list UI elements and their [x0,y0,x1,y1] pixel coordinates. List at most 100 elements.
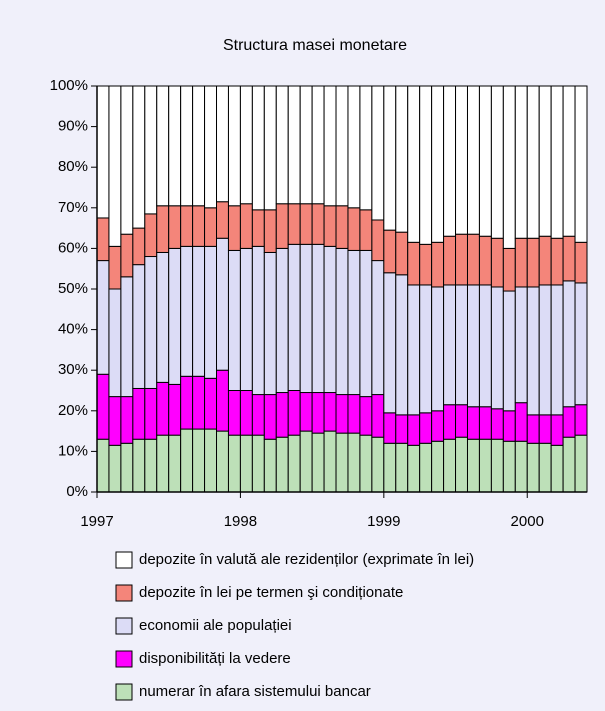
bar-segment [156,85,170,207]
bar-segment [168,205,182,249]
bar-segment [263,394,277,440]
bar-segment [323,245,337,394]
bar-segment [216,237,229,371]
bar-segment [490,408,504,440]
bar-segment [395,274,409,416]
x-tick-label: 2000 [511,513,544,530]
bar-segment [443,438,457,493]
bar-segment [455,85,468,235]
legend-swatch [115,551,133,569]
bar-segment [359,209,373,251]
bar-segment [263,209,277,253]
bar-segment [227,249,241,391]
bar-segment [275,85,289,205]
y-tick-label: 70% [58,199,88,216]
bar-segment [443,284,457,406]
bar-segment [251,434,265,493]
bar-segment [335,85,349,207]
bar-segment [192,245,206,377]
bar-segment [144,438,158,493]
bar-segment [156,205,170,253]
bar-segment [383,85,397,231]
bar-segment [455,284,468,406]
bar-segment [347,207,361,251]
bar-segment [371,219,385,262]
bar-segment [287,203,301,245]
bar-segment [550,85,564,239]
bar-segment [144,256,158,389]
bar-segment [574,85,588,243]
bar-segment [239,85,253,205]
legend-swatch [115,683,133,701]
bar-segment [216,369,229,432]
bar-segment [180,245,194,377]
bar-segment [311,203,325,245]
bar-segment [239,247,253,391]
bar-segment [419,442,433,493]
bar-segment [96,260,110,375]
bar-segment [204,428,218,493]
bar-segment [204,377,218,430]
bar-segment [168,434,182,493]
bar-segment [227,390,241,436]
bar-segment [526,237,540,288]
bar-segment [323,205,337,247]
bar-segment [431,410,445,442]
bar-segment [538,442,552,493]
bar-segment [431,440,445,493]
bar-segment [132,438,146,493]
bar-segment [132,387,146,440]
bar-segment [550,237,564,286]
bar-segment [574,241,588,284]
bar-segment [538,414,552,444]
bar-segment [419,412,433,444]
bar-segment [371,85,385,221]
bar-segment [287,243,301,391]
x-tick-label: 1998 [224,513,257,530]
bar-segment [359,434,373,493]
bar-segment [275,247,289,394]
bar-segment [251,85,265,211]
bar-segment [347,394,361,434]
bar-segment [180,428,194,493]
bar-segment [562,280,576,408]
bar-segment [478,406,492,440]
bar-segment [96,85,110,219]
bar-segment [335,205,349,249]
bar-segment [526,414,540,444]
x-tick-label: 1997 [80,513,113,530]
bar-segment [192,85,206,207]
bar-segment [156,381,170,436]
bar-segment [371,260,385,396]
bar-segment [443,85,457,237]
bar-segment [455,404,468,438]
bar-segment [180,375,194,430]
bar-segment [216,430,229,493]
bar-segment [514,440,528,493]
bar-segment [323,430,337,493]
bar-segment [180,85,194,207]
bar-segment [395,231,409,276]
bar-segment [263,251,277,396]
y-tick-label: 40% [58,321,88,338]
bar-segment [550,414,564,446]
bar-segment [120,85,134,235]
bar-segment [299,85,313,205]
y-tick-label: 50% [58,280,88,297]
bar-segment [383,412,397,444]
bar-segment [192,375,206,430]
bar-segment [538,284,552,416]
bar-segment [466,284,480,408]
bar-segment [108,396,122,446]
bar-segment [299,203,313,245]
bar-segment [335,394,349,434]
bar-segment [490,286,504,410]
bar-segment [311,432,325,493]
bar-segment [466,438,480,493]
y-tick-label: 60% [58,239,88,256]
bar-segment [538,235,552,286]
bar-segment [359,85,373,211]
bar-segment [347,249,361,396]
bar-segment [359,396,373,436]
